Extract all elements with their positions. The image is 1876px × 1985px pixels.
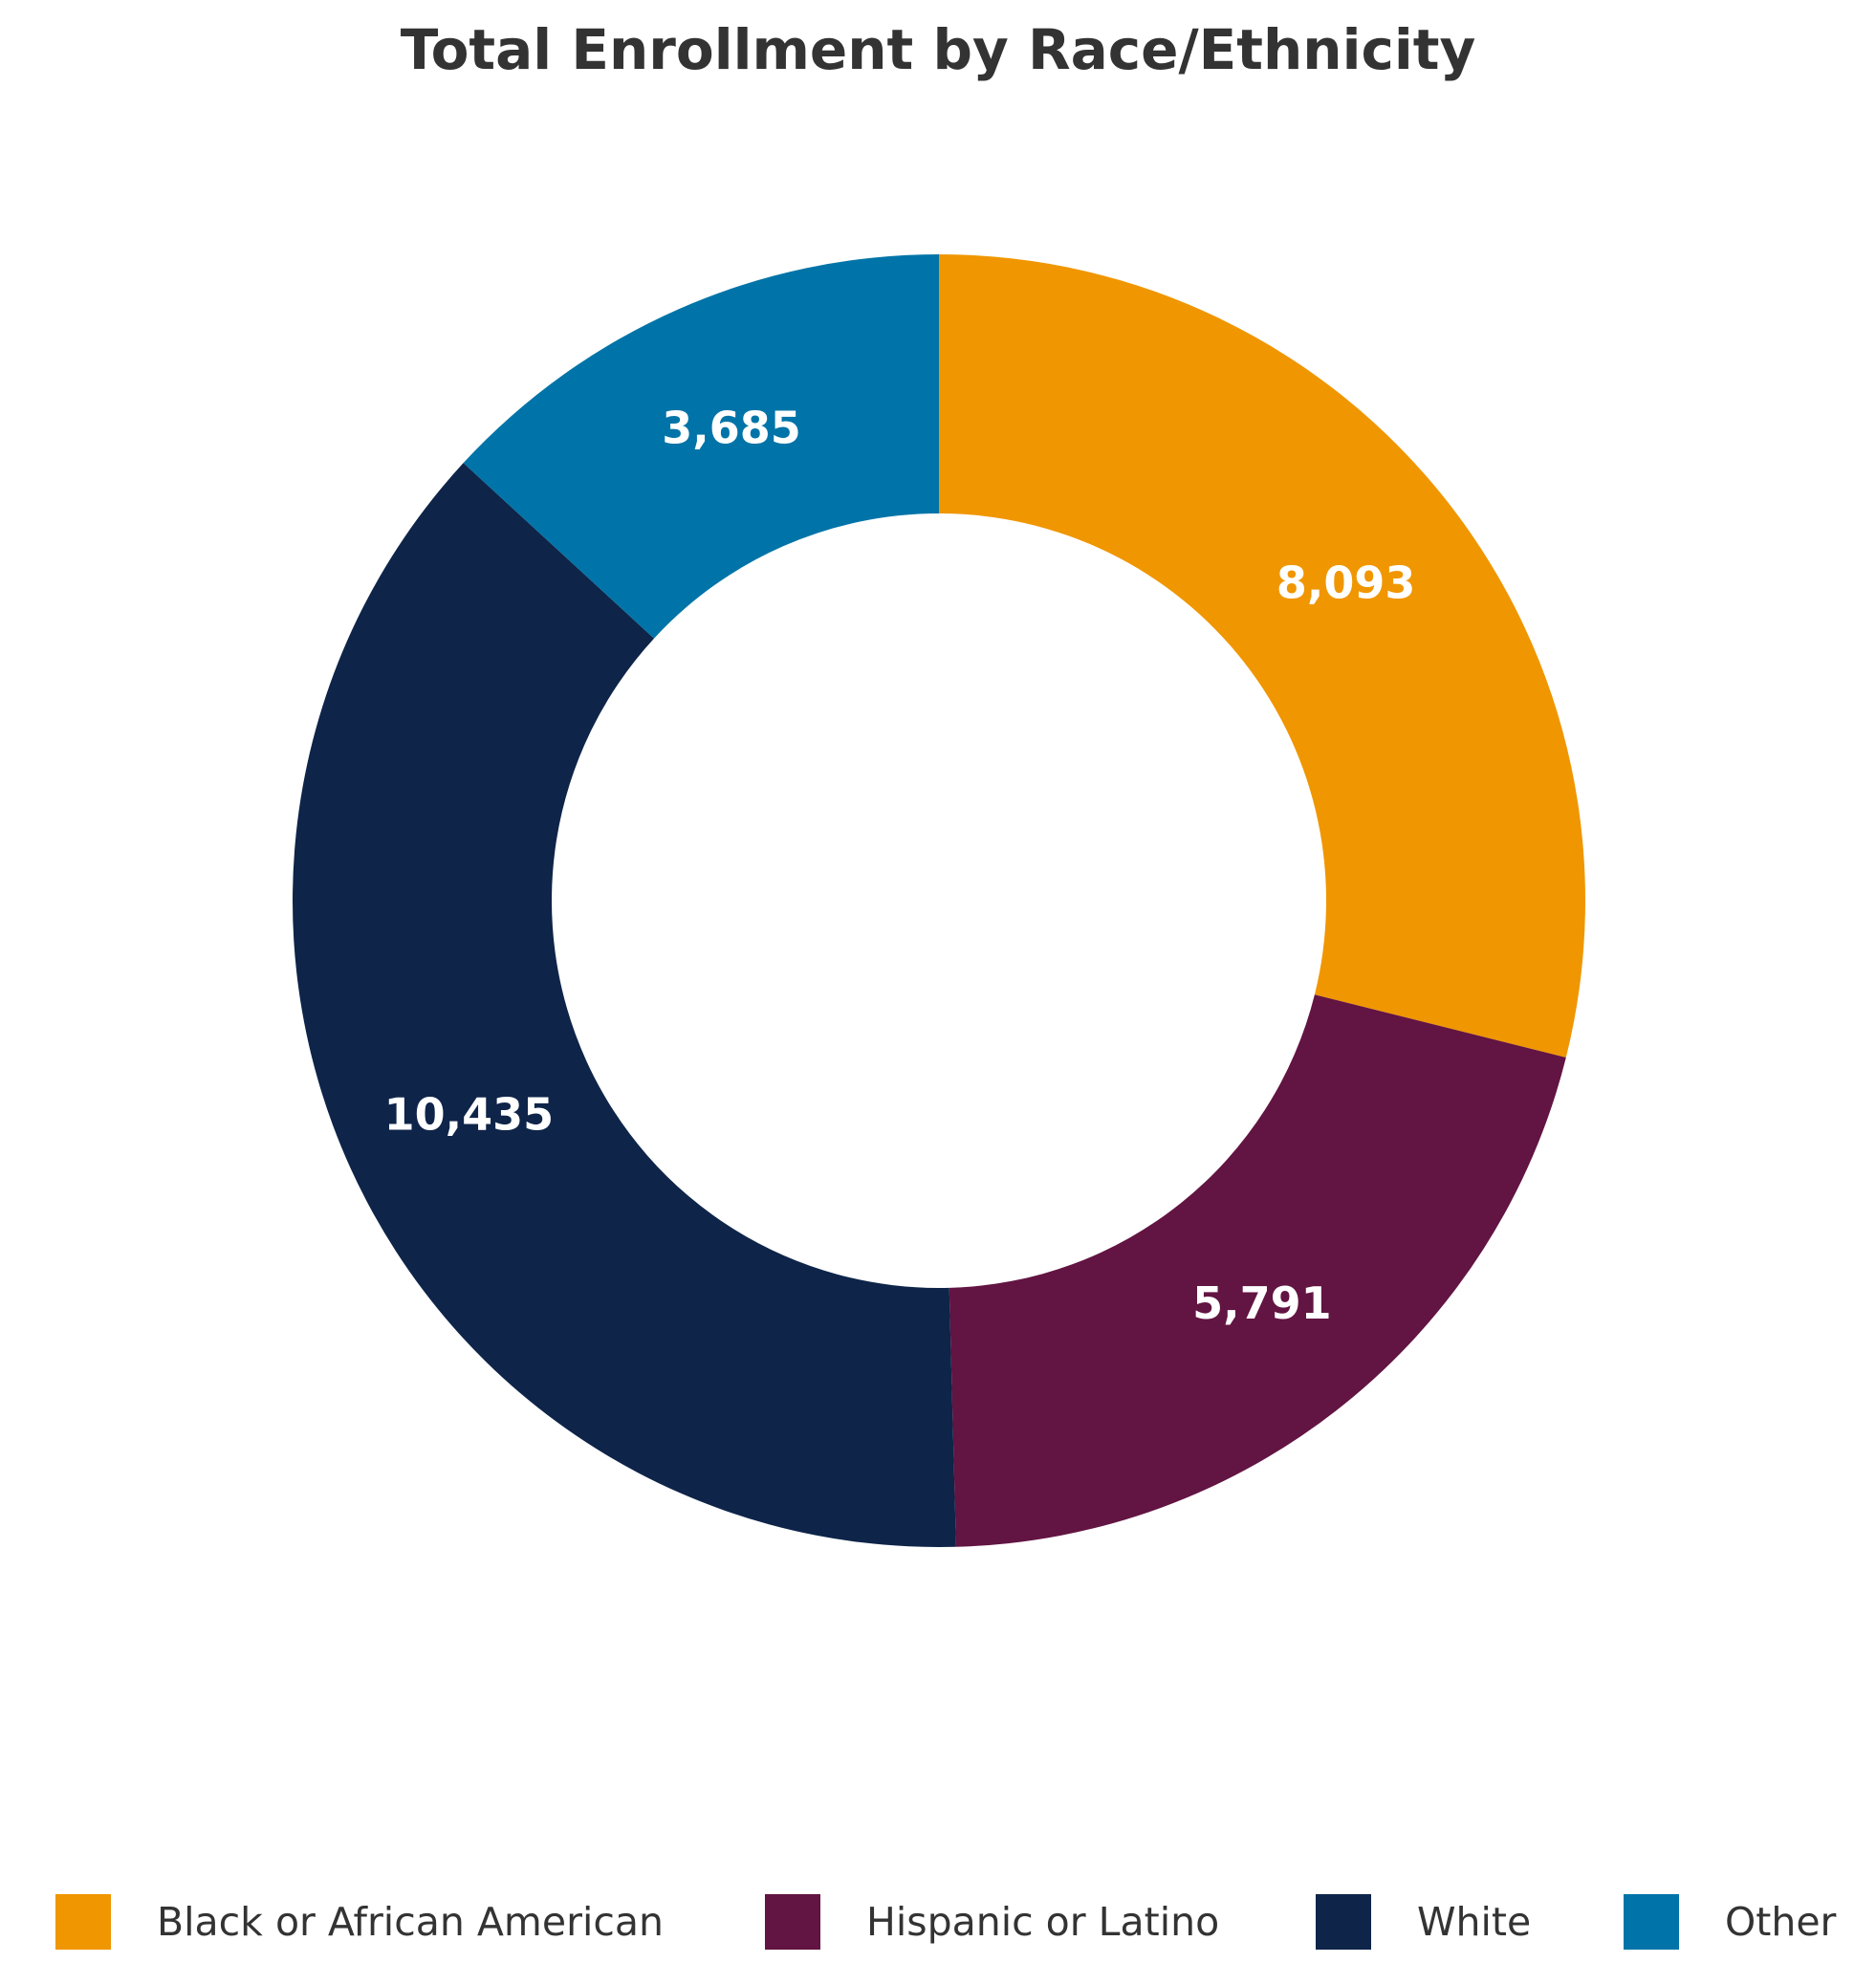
- legend-item-white: White: [1316, 1888, 1531, 1955]
- legend-label-black-or-african-american: Black or African American: [157, 1899, 664, 1945]
- legend-item-hispanic-or-latino: Hispanic or Latino: [765, 1888, 1219, 1955]
- donut-slice-hispanic-or-latino: [949, 994, 1566, 1547]
- slice-value-label-white: 10,435: [384, 1088, 555, 1140]
- legend-label-white: White: [1417, 1899, 1532, 1945]
- legend-swatch-hispanic-or-latino: [765, 1894, 820, 1950]
- legend-swatch-other: [1624, 1894, 1679, 1950]
- legend-item-other: Other: [1624, 1888, 1836, 1955]
- legend-swatch-black-or-african-american: [55, 1894, 111, 1950]
- chart-legend: Black or African American Hispanic or La…: [0, 1888, 1876, 1955]
- donut-value-labels: 8,093 5,791 10,435 3,685: [384, 402, 1416, 1329]
- legend-swatch-white: [1316, 1894, 1371, 1950]
- donut-slice-other: [463, 254, 939, 639]
- legend-label-other: Other: [1725, 1899, 1837, 1945]
- slice-value-label-hispanic-or-latino: 5,791: [1192, 1277, 1332, 1329]
- slice-value-label-other: 3,685: [662, 402, 801, 453]
- legend-label-hispanic-or-latino: Hispanic or Latino: [866, 1899, 1220, 1945]
- legend-item-black-or-african-american: Black or African American: [55, 1888, 664, 1955]
- donut-slices: [293, 254, 1585, 1547]
- chart-title: Total Enrollment by Race/Ethnicity: [400, 17, 1476, 82]
- donut-chart: 8,093 5,791 10,435 3,685: [293, 254, 1585, 1547]
- donut-slice-black-or-african-american: [939, 254, 1585, 1058]
- donut-slice-white: [293, 463, 956, 1547]
- slice-value-label-black-or-african-american: 8,093: [1276, 557, 1416, 609]
